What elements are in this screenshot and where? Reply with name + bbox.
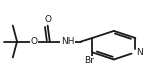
Text: N: N (136, 48, 143, 57)
Text: O: O (44, 15, 51, 24)
Text: NH: NH (61, 37, 74, 46)
Text: Br: Br (84, 56, 94, 65)
Text: O: O (31, 37, 38, 46)
